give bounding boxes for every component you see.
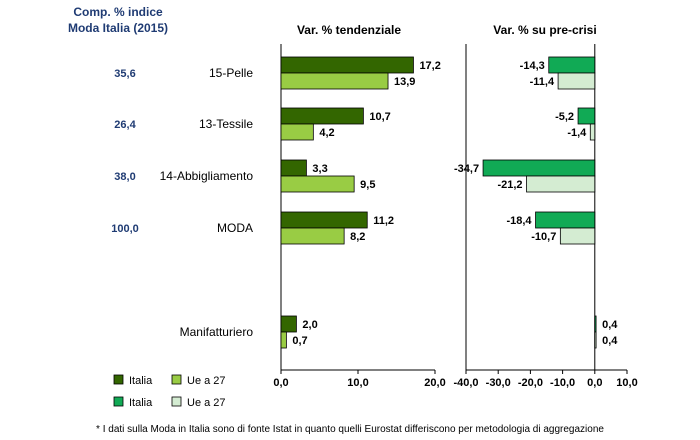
left-chart-title: Var. % tendenziale [297, 23, 401, 37]
right-x-tick-label: 10,0 [616, 377, 637, 389]
right-data-label: -10,7 [531, 231, 556, 243]
left-bar [280, 123, 314, 141]
right-bar [577, 107, 596, 125]
category-label: 14-Abbigliamento [160, 169, 254, 183]
right-data-label: -1,4 [567, 127, 587, 139]
legend-swatch [171, 374, 182, 385]
right-x-tick-label: -10,0 [550, 377, 575, 389]
left-bar [280, 175, 355, 193]
legend-swatch [113, 396, 124, 407]
left-data-label: 13,9 [394, 76, 415, 88]
composition-value: 26,4 [114, 119, 136, 131]
left-x-tick-label: 0,0 [273, 377, 288, 389]
right-bar [559, 227, 596, 245]
left-data-label: 8,2 [350, 231, 365, 243]
right-data-label: -34,7 [454, 163, 479, 175]
left-data-label: 11,2 [373, 215, 394, 227]
category-label: 13-Tessile [199, 117, 253, 131]
category-label: Manifatturiero [180, 325, 254, 339]
right-data-label: -18,4 [506, 215, 532, 227]
right-bar [482, 159, 596, 177]
right-x-tick-label: -20,0 [518, 377, 543, 389]
left-data-label: 2,0 [302, 319, 317, 331]
composition-value: 38,0 [114, 171, 135, 183]
right-data-label: -11,4 [530, 76, 555, 88]
left-bar [280, 331, 287, 349]
legend-swatch [113, 374, 124, 385]
left-data-label: 0,7 [292, 335, 307, 347]
legend-label: Italia [129, 397, 153, 409]
right-bar [526, 175, 596, 193]
right-bar [548, 56, 596, 74]
legend-swatch [171, 396, 182, 407]
legend-label: Ue a 27 [187, 375, 226, 387]
left-data-label: 17,2 [419, 60, 440, 72]
comp-title-line1: Comp. % indice [73, 5, 163, 19]
right-bar [535, 211, 596, 229]
left-bar [280, 315, 297, 333]
left-bar [280, 72, 389, 90]
right-x-tick-label: -30,0 [486, 377, 511, 389]
right-data-label: -21,2 [497, 179, 522, 191]
right-x-tick-label: -40,0 [453, 377, 478, 389]
right-data-label: 0,4 [602, 319, 618, 331]
comp-title-line2: Moda Italia (2015) [68, 21, 168, 35]
legend-label: Italia [129, 375, 153, 387]
composition-value: 35,6 [114, 68, 135, 80]
left-data-label: 10,7 [369, 111, 390, 123]
right-data-label: -5,2 [555, 111, 574, 123]
left-x-tick-label: 20,0 [424, 377, 445, 389]
category-label: MODA [217, 221, 253, 235]
left-bar [280, 211, 368, 229]
left-data-label: 3,3 [312, 163, 327, 175]
left-data-label: 4,2 [319, 127, 334, 139]
footnote: * I dati sulla Moda in Italia sono di fo… [96, 424, 604, 435]
category-label: 15-Pelle [209, 66, 253, 80]
right-data-label: 0,4 [602, 335, 618, 347]
right-bar [589, 123, 596, 141]
left-bar [280, 159, 307, 177]
right-bar [594, 315, 597, 333]
right-bar [557, 72, 596, 90]
left-bar [280, 56, 414, 74]
right-data-label: -14,3 [520, 60, 545, 72]
left-data-label: 9,5 [360, 179, 375, 191]
right-bar [594, 331, 597, 349]
composition-value: 100,0 [111, 223, 139, 235]
left-bar [280, 107, 364, 125]
legend-label: Ue a 27 [187, 397, 226, 409]
left-x-tick-label: 10,0 [347, 377, 368, 389]
left-bar [280, 227, 345, 245]
right-x-tick-label: 0,0 [587, 377, 602, 389]
right-chart-title: Var. % su pre-crisi [493, 23, 596, 37]
